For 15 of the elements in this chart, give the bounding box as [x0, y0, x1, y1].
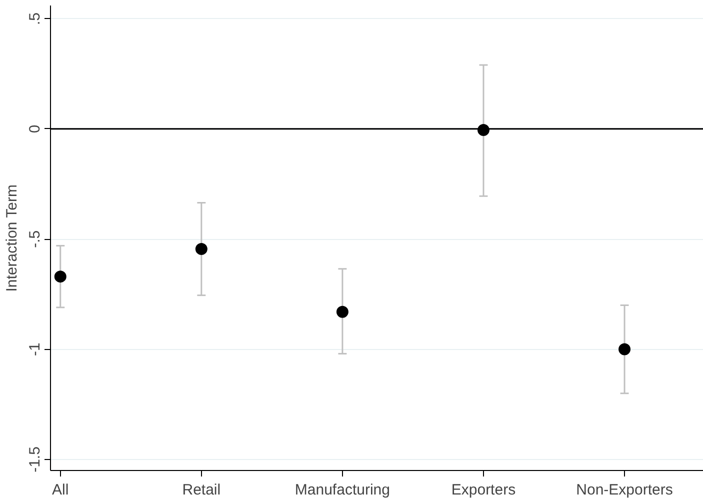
x-tick-label: Non-Exporters	[576, 482, 673, 498]
x-tick-label: All	[52, 482, 69, 498]
x-tick-label: Exporters	[451, 482, 516, 498]
y-tick-label: -.5	[26, 230, 44, 248]
y-tick-label: 0	[26, 124, 44, 134]
y-axis-title: Interaction Term	[4, 184, 20, 292]
y-tick-label: -1	[26, 342, 44, 356]
point	[618, 343, 631, 356]
x-tick-label: Retail	[182, 482, 221, 498]
y-tick-label: -1.5	[26, 446, 44, 472]
point	[195, 243, 208, 256]
point	[336, 306, 348, 318]
x-tick-label: Manufacturing	[294, 482, 390, 498]
point	[54, 270, 66, 283]
y-tick-label: .5	[26, 12, 44, 25]
